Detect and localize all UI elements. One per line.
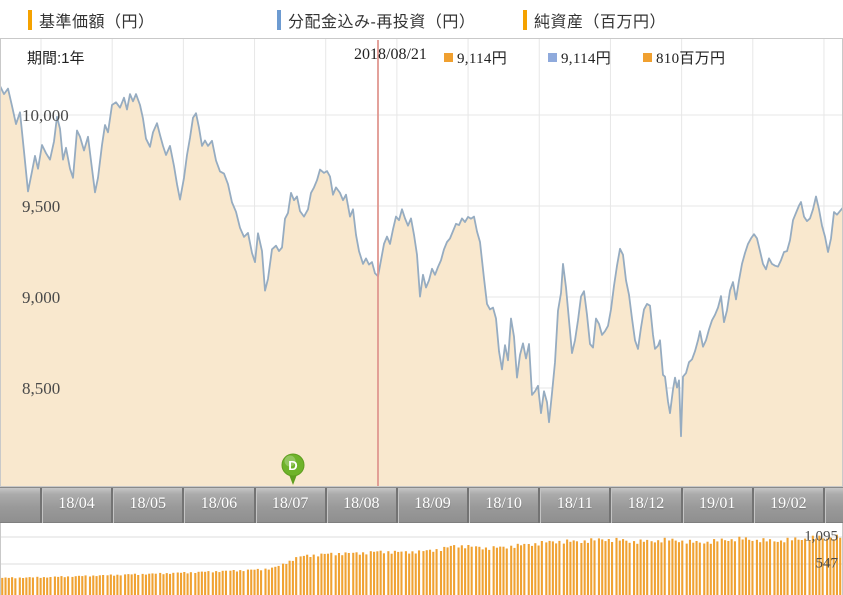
net-assets-panel: 1,095 547 xyxy=(0,523,843,595)
date-axis-band: 18/04 18/05 18/06 18/07 18/08 18/09 18/10 18/11… xyxy=(0,487,843,524)
legend-label: 分配金込み-再投資（円） xyxy=(288,14,476,31)
date-band-separator xyxy=(467,488,470,524)
legend-item-1[interactable]: 分配金込み-再投資（円） xyxy=(277,8,475,32)
tooltip-swatch xyxy=(643,53,652,62)
date-band-separator xyxy=(253,488,256,524)
y-axis-tick-label: 8,500 xyxy=(22,379,60,398)
price-area-chart[interactable]: 10,000 9,500 9,000 8,500 D xyxy=(0,38,843,487)
date-band-separator xyxy=(538,488,541,524)
date-band-label-18-05[interactable]: 18/05 xyxy=(129,495,166,512)
date-band-separator xyxy=(395,488,398,524)
tooltip-swatch xyxy=(444,53,453,62)
legend-label: 基準価額（円） xyxy=(39,14,155,31)
date-band-label-18-07[interactable]: 18/07 xyxy=(271,495,309,512)
date-band-label-19-02[interactable]: 19/02 xyxy=(770,495,807,512)
date-band-label-18-12[interactable]: 18/12 xyxy=(627,495,665,512)
legend-item-0[interactable]: 基準価額（円） xyxy=(28,8,155,32)
tooltip-value-1: 9,114円 xyxy=(548,47,611,68)
y-axis-tick-label: 9,500 xyxy=(22,197,60,216)
legend-row: 基準価額（円） 分配金込み-再投資（円） 純資産（百万円） xyxy=(0,0,843,38)
date-band-label-19-01[interactable]: 19/01 xyxy=(698,495,736,512)
legend-color-bar xyxy=(523,10,527,30)
date-band-separator xyxy=(111,488,114,524)
date-band-separator xyxy=(822,488,825,524)
y-axis-tick-label: 10,000 xyxy=(22,106,69,125)
date-band-label-18-06[interactable]: 18/06 xyxy=(200,495,238,512)
distribution-marker-letter: D xyxy=(288,458,297,473)
distribution-marker[interactable]: D xyxy=(281,453,305,485)
net-assets-tick-label: 547 xyxy=(816,556,839,572)
date-band-label-18-10[interactable]: 18/10 xyxy=(485,495,522,512)
period-label: 期間:1年 xyxy=(27,50,85,67)
legend-color-bar xyxy=(277,10,281,30)
date-band-separator xyxy=(40,488,42,524)
legend-item-2[interactable]: 純資産（百万円） xyxy=(523,8,666,32)
net-assets-tick-label: 1,095 xyxy=(804,529,838,545)
date-band-label-18-11[interactable]: 18/11 xyxy=(556,495,593,512)
legend-color-bar xyxy=(28,10,32,30)
tooltip-text: 810百万円 xyxy=(656,51,726,67)
tooltip-value-0: 9,114円 xyxy=(444,47,507,68)
legend-label: 純資産（百万円） xyxy=(534,14,667,31)
date-band-separator xyxy=(751,488,754,524)
crosshair-date-label: 2018/08/21 xyxy=(354,46,427,63)
date-band-separator xyxy=(609,488,612,524)
tooltip-value-2: 810百万円 xyxy=(643,47,725,68)
tooltip-text: 9,114円 xyxy=(561,51,611,67)
date-band-label-18-09[interactable]: 18/09 xyxy=(414,495,451,512)
date-band-label-18-04[interactable]: 18/04 xyxy=(58,495,95,512)
date-band-label-18-08[interactable]: 18/08 xyxy=(343,495,380,512)
net-assets-bar-chart[interactable]: 1,095 547 xyxy=(0,523,843,595)
date-band-separator xyxy=(182,488,185,524)
price-chart-panel: 10,000 9,500 9,000 8,500 D 期間:1年 2018/08/21 … xyxy=(0,38,843,487)
date-band-separator xyxy=(680,488,683,524)
tooltip-swatch xyxy=(548,53,557,62)
date-band-separator xyxy=(324,488,327,524)
y-axis-tick-label: 9,000 xyxy=(22,288,60,307)
tooltip-text: 9,114円 xyxy=(457,51,507,67)
